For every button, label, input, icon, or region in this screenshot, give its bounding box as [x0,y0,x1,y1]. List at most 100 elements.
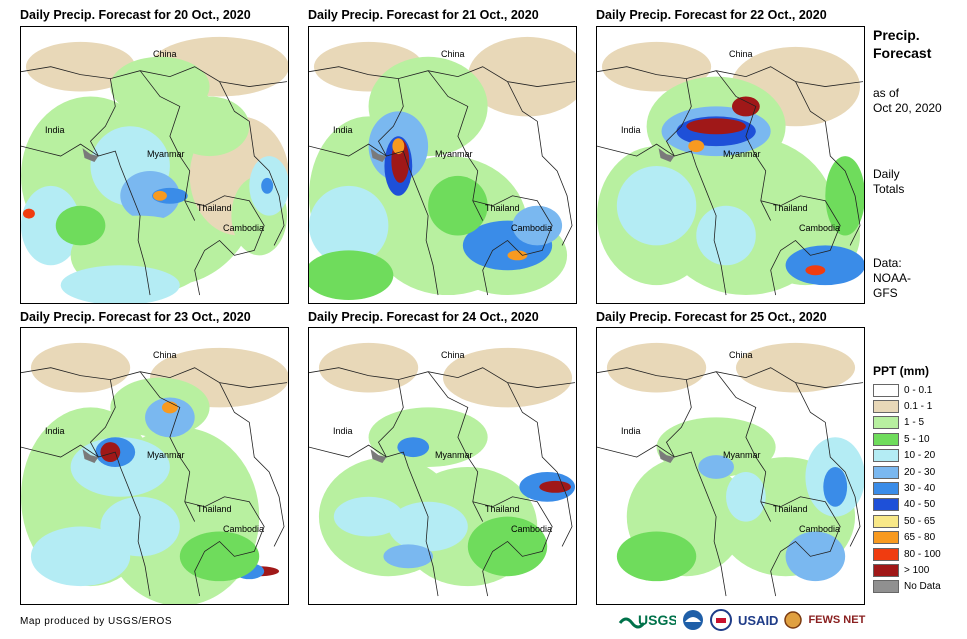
panel-title-6: Daily Precip. Forecast for 25 Oct., 2020 [596,310,827,324]
legend-label: 1 - 5 [904,417,925,429]
legend-item: 50 - 65 [873,513,941,529]
country-border [184,195,265,296]
forecast-map-4: China India Myanmar Thailand Cambodia [20,327,289,605]
legend-item: > 100 [873,562,941,578]
country-label-thailand: Thailand [485,203,520,213]
legend-label: 20 - 30 [904,466,936,478]
legend-swatch [873,547,899,561]
forecast-map-3: China India Myanmar Thailand Cambodia [596,26,865,304]
precip-area [785,531,846,582]
precip-area [145,397,195,438]
country-border [760,496,841,597]
country-label-india: India [45,125,65,135]
country-border [427,371,484,522]
country-border [139,371,196,522]
title-line1: Precip. [873,27,920,43]
precip-area [467,36,576,117]
country-label-india: India [333,125,353,135]
legend-swatch [873,498,899,512]
legend: 0 - 0.1 0.1 - 1 1 - 5 5 - 10 10 - 20 20 - 30 3… [873,382,941,595]
no-data-area [82,148,99,163]
country-border [715,70,772,221]
legend-swatch [873,482,899,496]
precip-area [120,170,180,221]
legend-label: 80 - 100 [904,548,941,560]
as-of-date: as of Oct 20, 2020 [873,86,942,116]
precip-area [179,531,260,582]
country-label-cambodia: Cambodia [799,223,841,233]
precip-area [309,250,394,301]
legend-item: No Data [873,579,941,595]
daily-line2: Totals [873,182,905,196]
country-border [377,78,439,296]
panel-title-2: Daily Precip. Forecast for 21 Oct., 2020 [308,8,539,22]
precip-area [25,41,136,92]
country-border [309,444,387,458]
country-border [139,70,196,221]
fews-globe-icon [784,611,803,629]
legend-swatch [873,580,899,594]
legend-label: > 100 [904,564,930,576]
country-label-myanmar: Myanmar [723,149,761,159]
country-label-myanmar: Myanmar [147,149,185,159]
country-border [597,66,864,87]
legend-swatch [873,531,899,545]
legend-item: 80 - 100 [873,546,941,562]
legend-label: 50 - 65 [904,515,936,527]
precip-map-svg [21,36,288,303]
precip-area [823,466,848,507]
country-border [219,81,285,246]
asof-line1: as of [873,86,900,100]
panel-title-1: Daily Precip. Forecast for 20 Oct., 2020 [20,8,251,22]
no-data-area [658,449,675,464]
precip-area [507,250,528,261]
precip-area [333,496,404,537]
precip-area [309,185,389,266]
legend-item: 1 - 5 [873,415,941,431]
precip-area [397,437,430,458]
precip-area [368,407,488,467]
legend-title: PPT (mm) [873,364,930,378]
country-label-cambodia: Cambodia [511,524,553,534]
precip-area [726,471,766,522]
country-label-thailand: Thailand [197,203,232,213]
legend-item: 30 - 40 [873,480,941,496]
panel-title-4: Daily Precip. Forecast for 23 Oct., 2020 [20,310,251,324]
legend-item: 65 - 80 [873,530,941,546]
legend-swatch [873,400,899,414]
country-border [507,382,573,547]
country-border [21,367,288,388]
country-label-india: India [333,426,353,436]
precip-area [785,245,864,286]
legend-swatch [873,383,899,397]
country-border [21,143,99,157]
precip-area [261,177,274,194]
legend-item: 5 - 10 [873,431,941,447]
precip-area [539,480,572,493]
legend-label: 30 - 40 [904,483,936,495]
country-label-china: China [729,350,753,360]
usaid-logo-text: USAID [738,612,779,628]
no-data-area [658,148,675,163]
country-label-cambodia: Cambodia [799,524,841,534]
forecast-map-6: China India Myanmar Thailand Cambodia [596,327,865,605]
country-label-india: India [45,426,65,436]
country-border [184,496,265,597]
precip-area [383,544,434,569]
legend-swatch [873,449,899,463]
legend-swatch [873,514,899,528]
country-label-india: India [621,426,641,436]
fews-logo-text: FEWS NET [808,614,866,626]
panel-title-3: Daily Precip. Forecast for 22 Oct., 2020 [596,8,827,22]
country-border [219,382,285,547]
country-border [715,371,772,522]
precip-area [688,140,705,153]
country-label-china: China [153,49,177,59]
country-border [597,367,864,388]
map-credit: Map produced by USGS/EROS [20,616,173,627]
precip-area [731,96,760,117]
precip-area [161,401,178,414]
precip-area [30,342,131,393]
precip-map-svg [597,41,864,296]
usaid-seal-icon [710,609,732,631]
